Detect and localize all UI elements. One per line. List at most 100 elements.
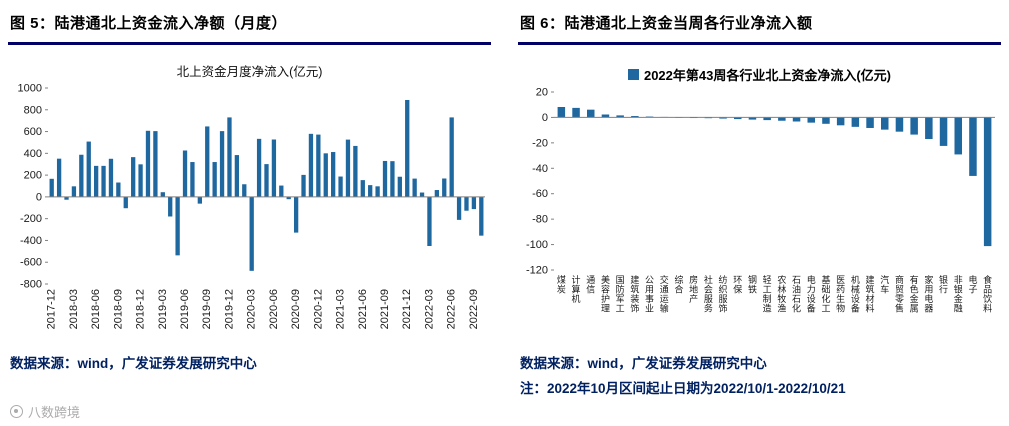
x-category-label: 钢铁 [748, 274, 757, 295]
industry-net-inflow-bar-chart: 200-20-40-60-80-100-120煤炭计算机通信美容护理国防军工建筑… [526, 87, 995, 314]
x-category-label: 农林牧渔 [777, 274, 786, 314]
bar [316, 134, 321, 197]
x-category-label: 银行 [939, 274, 948, 295]
y-axis-tick-label: 0 [542, 112, 548, 124]
bar [271, 139, 277, 197]
x-category-label: 非银金融 [954, 274, 963, 314]
bar [108, 158, 114, 197]
bar [293, 196, 299, 233]
figure-6-title: 图 6：陆港通北上资金当周各行业净流入额 [518, 10, 1001, 45]
y-axis-tick-label: -20 [532, 137, 548, 149]
monthly-net-inflow-bar-chart: 1000 800 600 400 200 0 -200 -400 -600 -800 2017-12… [18, 83, 485, 329]
figure-6-note: 注：2022年10月区间起止日期为2022/10/1-2022/10/21 [520, 381, 846, 396]
bar [471, 196, 477, 210]
bar [734, 117, 742, 120]
bar [71, 186, 77, 197]
bar [301, 174, 306, 197]
bar [212, 162, 217, 197]
bar [427, 196, 432, 246]
x-axis-tick-label: 2018-12 [135, 289, 147, 329]
bar [56, 158, 62, 197]
x-category-label: 通信 [586, 275, 595, 295]
bar [616, 115, 624, 118]
bar [479, 196, 484, 236]
bar [353, 145, 358, 197]
bar [631, 116, 639, 118]
bar [748, 117, 757, 120]
x-category-label: 建筑材料 [866, 274, 875, 314]
bar [279, 185, 284, 197]
x-axis-tick-label: 2020-12 [312, 289, 324, 329]
x-axis-tick-label: 2019-03 [157, 289, 169, 329]
bar [456, 196, 462, 220]
x-axis-tick-label: 2019-09 [201, 289, 213, 329]
bar [925, 117, 933, 140]
y-axis-tick-label: 800 [24, 104, 42, 116]
x-category-label: 公用事业 [645, 275, 654, 314]
bar [345, 139, 351, 197]
y-axis-tick-label: -100 [526, 239, 548, 251]
bar [160, 192, 165, 197]
x-axis-tick-label: 2021-12 [401, 289, 413, 329]
bar [442, 178, 447, 197]
bar [249, 196, 254, 271]
bar [587, 109, 595, 118]
figure-5-title: 图 5：陆港通北上资金流入净额（月度） [8, 10, 491, 45]
bar [822, 117, 830, 124]
figure-5-panel: 图 5：陆港通北上资金流入净额（月度） 北上资金月度净流入(亿元) 1000 80… [8, 10, 491, 372]
x-axis-tick-label: 2018-09 [112, 289, 124, 329]
bar [264, 164, 269, 197]
bar [308, 133, 314, 197]
bar [286, 196, 291, 200]
bar [368, 185, 373, 197]
y-axis-tick-label: -120 [526, 265, 548, 277]
bar [397, 176, 402, 197]
bar [145, 130, 151, 197]
y-axis-tick-label: 200 [24, 170, 42, 182]
bar [227, 117, 232, 197]
industry-chart-legend-label: 2022年第43周各行业北上资金净流入(亿元) [643, 68, 892, 83]
bar [719, 117, 727, 119]
y-axis-tick-label: -60 [532, 188, 548, 200]
bar [983, 117, 992, 247]
x-category-label: 环保 [733, 275, 742, 295]
x-category-label: 轻工制造 [763, 274, 772, 314]
bar [434, 190, 440, 197]
bar [807, 117, 815, 123]
bar [792, 117, 801, 122]
x-category-label: 商贸零售 [895, 274, 904, 314]
bar [390, 161, 395, 197]
y-axis-tick-label: 20 [536, 87, 548, 99]
x-category-label: 社会服务 [704, 274, 713, 314]
bar [101, 165, 106, 197]
bar [138, 164, 143, 197]
bar [219, 131, 225, 197]
bar [153, 131, 158, 197]
bar [910, 117, 918, 135]
bar [375, 186, 380, 197]
y-axis-tick-label: 0 [36, 191, 42, 203]
y-axis-tick-label: -800 [20, 279, 42, 291]
watermark: 八数跨境 [10, 402, 80, 421]
bar [969, 117, 977, 176]
bar [49, 178, 54, 197]
watermark-logo-icon [10, 405, 23, 418]
bar [175, 196, 180, 256]
x-category-label: 电子 [968, 274, 977, 295]
monthly-chart-title: 北上资金月度净流入(亿元) [176, 65, 323, 79]
bar [405, 99, 410, 197]
figure-6-panel: 图 6：陆港通北上资金当周各行业净流入额 2022年第43周各行业北上资金净流入… [518, 10, 1001, 397]
bar [419, 192, 425, 197]
y-axis-tick-label: -40 [532, 163, 548, 175]
x-axis-tick-label: 2018-03 [68, 289, 80, 329]
x-axis-tick-label: 2020-09 [290, 289, 302, 329]
x-axis-tick-label: 2020-03 [246, 289, 258, 329]
bar [182, 150, 188, 197]
bar [205, 126, 210, 197]
x-category-label: 美容护理 [601, 274, 610, 314]
x-category-label: 综合 [674, 274, 683, 295]
bar [939, 117, 948, 146]
bar [86, 141, 91, 197]
x-category-label: 建筑装饰 [630, 274, 639, 314]
x-category-label: 电力设备 [807, 274, 816, 314]
